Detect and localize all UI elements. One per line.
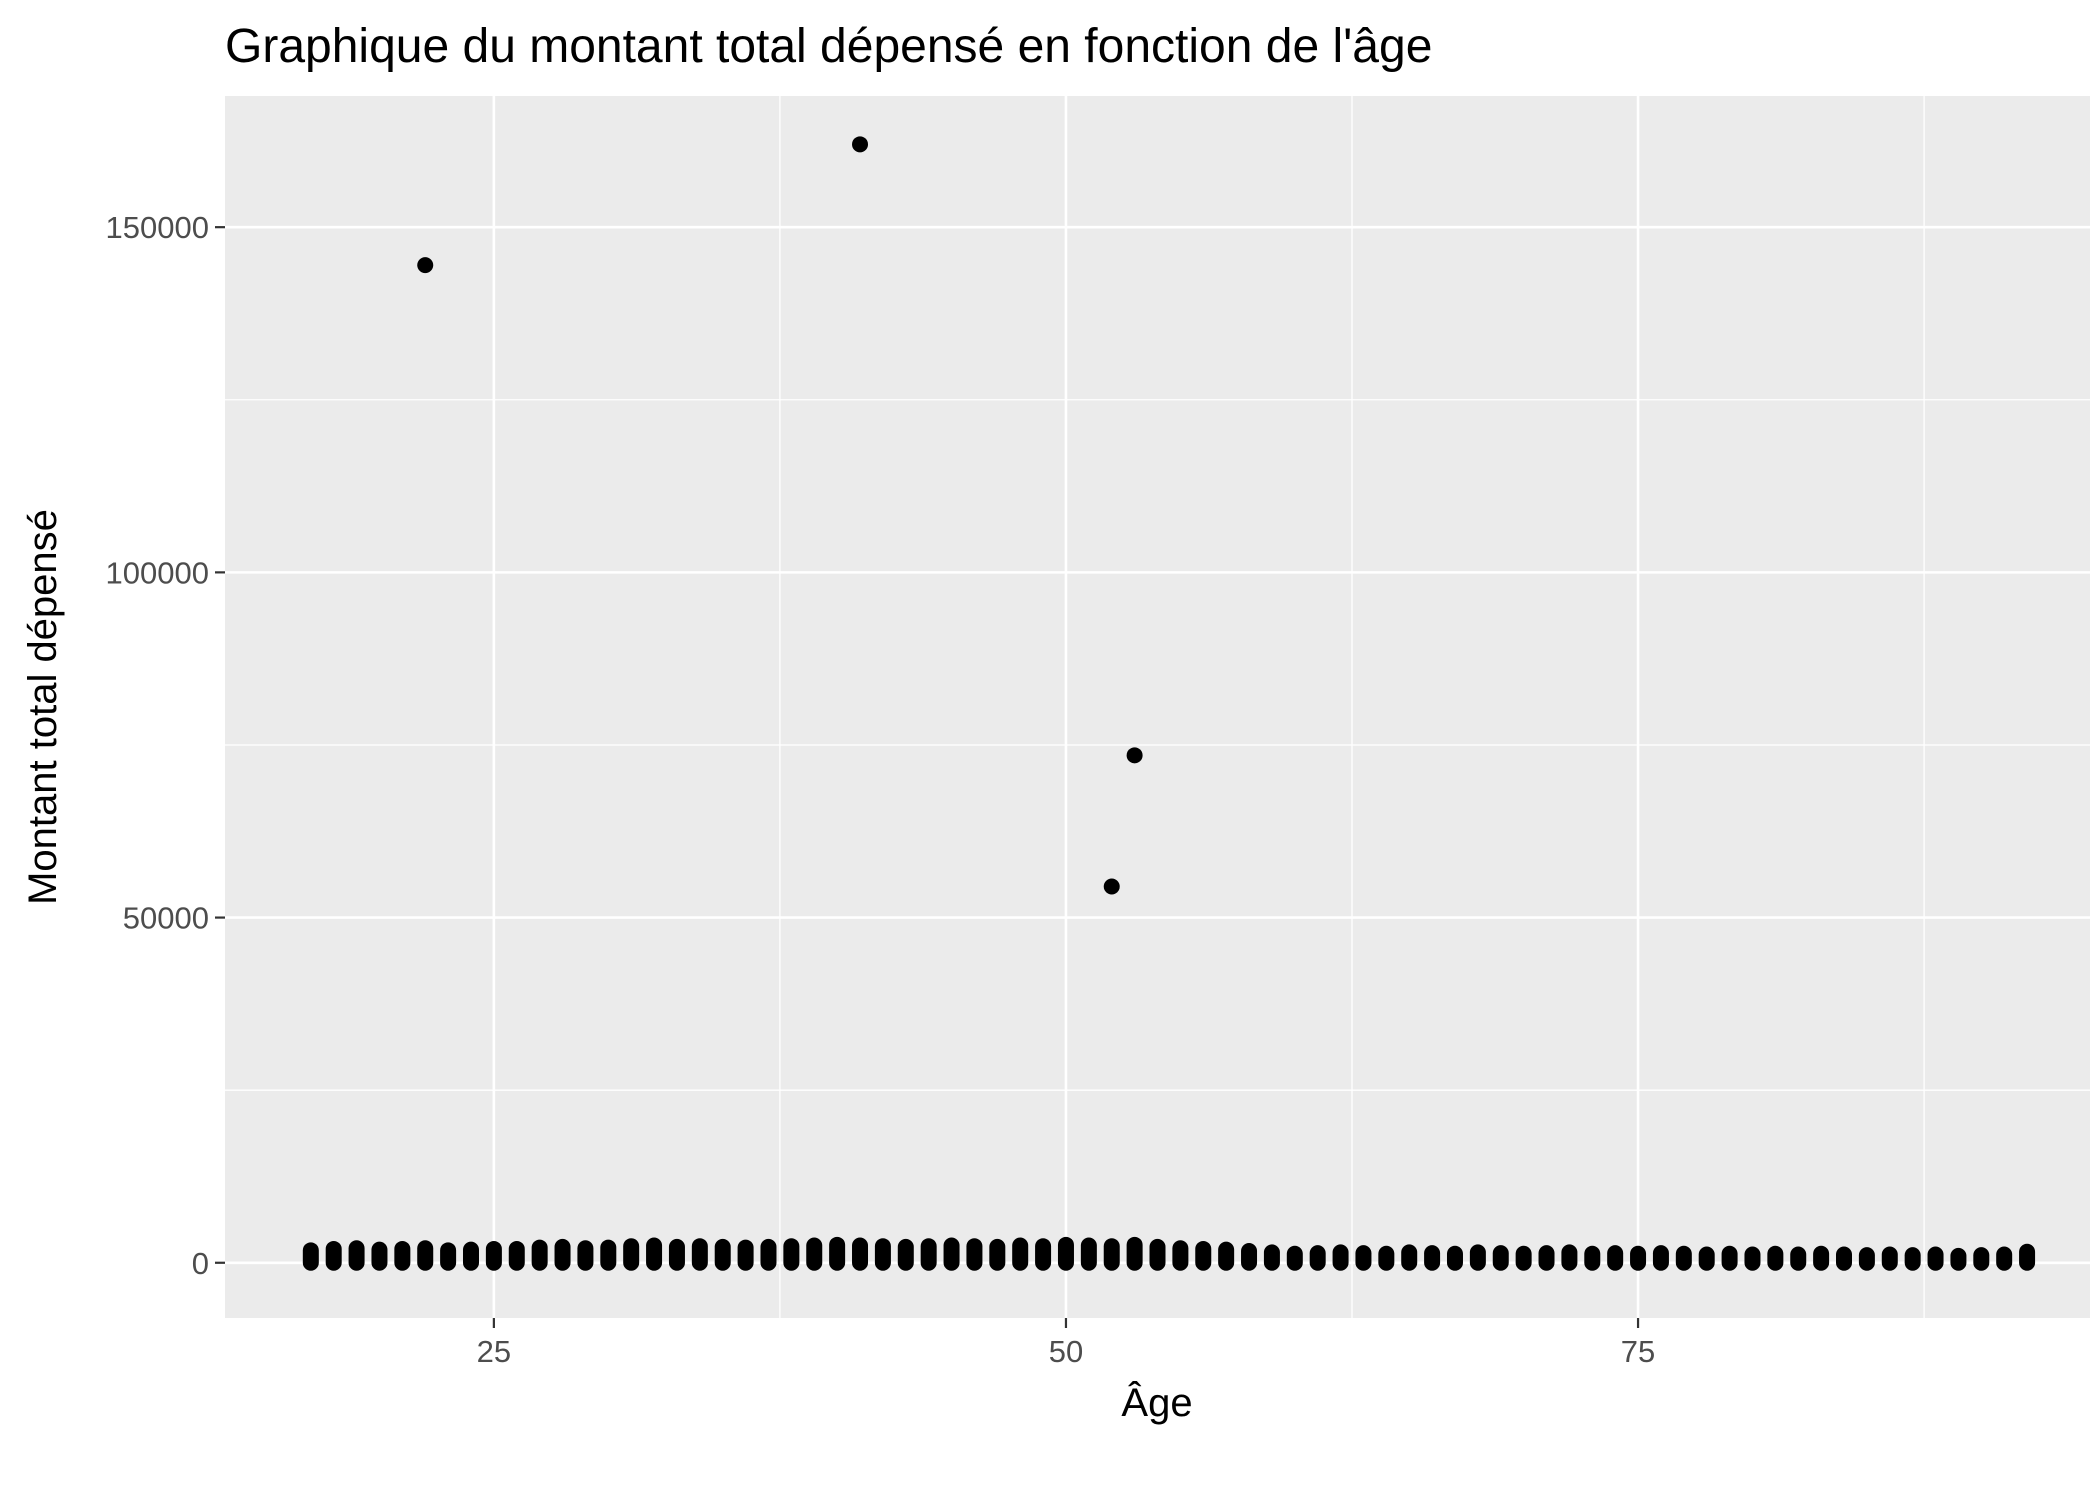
data-point-column xyxy=(1607,1245,1624,1271)
data-point-column xyxy=(371,1241,388,1271)
data-point-column xyxy=(646,1237,663,1271)
data-point-column xyxy=(440,1242,457,1271)
data-point-column xyxy=(691,1238,708,1271)
data-point-column xyxy=(1241,1243,1258,1271)
data-point-column xyxy=(1515,1245,1532,1271)
data-point-column xyxy=(1401,1244,1418,1271)
data-point-column xyxy=(1790,1246,1807,1271)
data-points xyxy=(302,136,2036,1271)
data-point-column xyxy=(829,1236,846,1271)
data-point-column xyxy=(760,1238,777,1271)
data-point-column xyxy=(1012,1237,1029,1271)
y-tick-label: 0 xyxy=(192,1246,209,1281)
y-tick-label: 150000 xyxy=(106,210,209,245)
data-point-column xyxy=(623,1238,640,1271)
data-point-column xyxy=(325,1240,342,1271)
data-point-column xyxy=(600,1239,617,1271)
data-point-column xyxy=(1538,1245,1555,1271)
data-point-column xyxy=(714,1238,731,1271)
data-point-column xyxy=(577,1240,594,1271)
x-axis-title: Âge xyxy=(1121,1380,1192,1425)
data-point-column xyxy=(302,1242,319,1271)
data-point-column xyxy=(1309,1245,1326,1271)
data-point-column xyxy=(508,1240,525,1271)
data-point xyxy=(852,136,869,153)
data-point-column xyxy=(462,1241,479,1271)
data-point-column xyxy=(1973,1247,1990,1271)
data-point xyxy=(417,257,434,274)
data-point-column xyxy=(1057,1236,1074,1271)
data-point-column xyxy=(1332,1244,1349,1271)
data-point-column xyxy=(1927,1246,1944,1271)
data-point-column xyxy=(920,1238,937,1271)
data-point-column xyxy=(348,1240,365,1271)
data-point-column xyxy=(1469,1244,1486,1271)
data-point-column xyxy=(485,1240,502,1271)
data-point-column xyxy=(1881,1246,1898,1271)
x-tick-label: 25 xyxy=(477,1334,511,1369)
data-point-column xyxy=(1492,1245,1509,1271)
y-tick-label: 50000 xyxy=(123,901,209,936)
data-point-column xyxy=(897,1238,914,1271)
x-tick-label: 50 xyxy=(1049,1334,1083,1369)
data-point-column xyxy=(417,1240,434,1271)
y-axis-title: Montant total dépensé xyxy=(21,509,65,905)
y-tick-label: 100000 xyxy=(106,555,209,590)
data-point-column xyxy=(394,1240,411,1271)
data-point-column xyxy=(1286,1245,1303,1271)
data-point-column xyxy=(668,1238,685,1271)
data-point-column xyxy=(1149,1238,1166,1271)
data-point-column xyxy=(1721,1245,1738,1271)
x-axis-ticks: 25 50 75 xyxy=(477,1318,1655,1369)
data-point-column xyxy=(1424,1245,1441,1271)
data-point-column xyxy=(1813,1245,1830,1271)
data-point-column xyxy=(1103,1238,1120,1271)
data-point-column xyxy=(852,1237,869,1271)
data-point-column xyxy=(1858,1247,1875,1271)
data-point-column xyxy=(1836,1246,1853,1271)
data-point-column xyxy=(1080,1237,1097,1271)
data-point-column xyxy=(737,1239,754,1271)
data-point-column xyxy=(966,1238,983,1271)
grid-minor xyxy=(225,96,2090,1318)
x-tick-label: 75 xyxy=(1621,1334,1655,1369)
data-point-column xyxy=(943,1237,960,1271)
data-point-column xyxy=(1950,1247,1967,1271)
y-axis-ticks: 0 50000 100000 150000 xyxy=(106,210,225,1281)
data-point-column xyxy=(1126,1236,1143,1271)
data-point-column xyxy=(874,1238,891,1271)
data-point-column xyxy=(1263,1244,1280,1271)
data-point-column xyxy=(989,1238,1006,1271)
data-point-column xyxy=(1630,1245,1647,1271)
data-point-column xyxy=(531,1239,548,1271)
data-point-column xyxy=(1195,1240,1212,1271)
data-point-column xyxy=(1378,1245,1395,1271)
data-point-column xyxy=(554,1238,571,1271)
data-point-column xyxy=(1652,1245,1669,1271)
data-point-column xyxy=(1584,1245,1601,1271)
data-point xyxy=(1103,878,1120,895)
data-point-column xyxy=(1035,1238,1052,1271)
data-point-column xyxy=(783,1238,800,1271)
plot-panel xyxy=(225,96,2090,1318)
data-point-column xyxy=(1561,1244,1578,1271)
data-point-column xyxy=(1767,1245,1784,1271)
data-point-column xyxy=(1698,1246,1715,1271)
data-point-column xyxy=(806,1237,823,1271)
data-point-column xyxy=(1744,1246,1761,1271)
data-point-column xyxy=(1446,1245,1463,1271)
chart-title: Graphique du montant total dépensé en fo… xyxy=(225,20,1432,73)
data-point-column xyxy=(2019,1243,2036,1271)
data-point-column xyxy=(1904,1247,1921,1271)
data-point-column xyxy=(1996,1246,2013,1271)
data-point-column xyxy=(1675,1245,1692,1271)
data-point-column xyxy=(1355,1245,1372,1271)
data-point xyxy=(1126,747,1143,764)
data-point-column xyxy=(1172,1240,1189,1271)
data-point-column xyxy=(1218,1241,1235,1271)
